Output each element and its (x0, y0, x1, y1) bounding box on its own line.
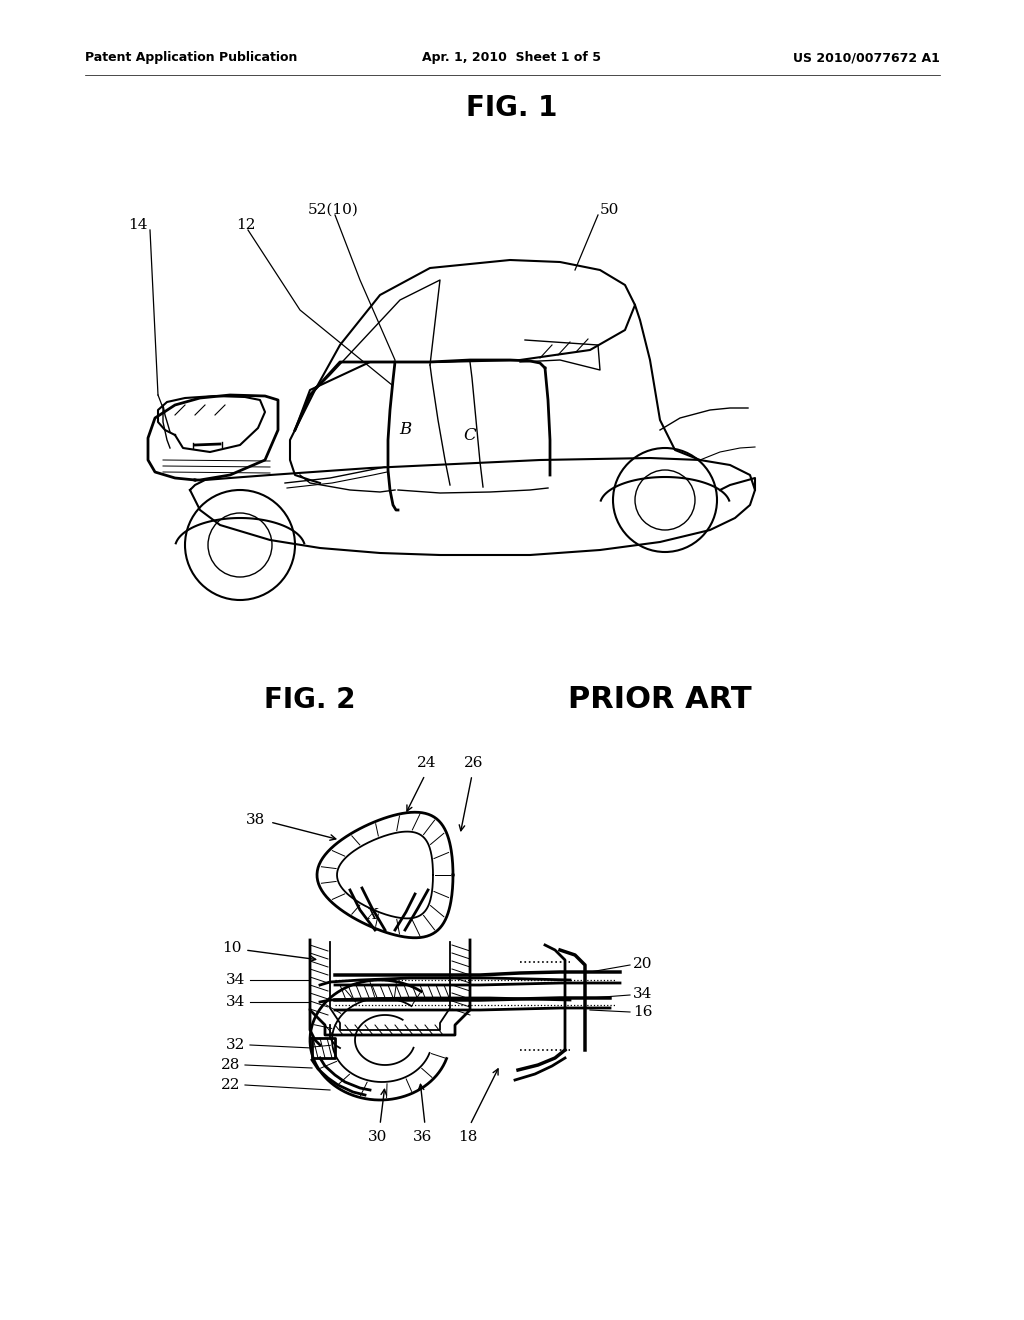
Text: PRIOR ART: PRIOR ART (568, 685, 752, 714)
Text: US 2010/0077672 A1: US 2010/0077672 A1 (794, 51, 940, 65)
Text: 28: 28 (220, 1059, 240, 1072)
Text: 26: 26 (464, 756, 483, 770)
Text: 18: 18 (459, 1130, 477, 1144)
Text: 34: 34 (225, 995, 245, 1008)
Text: 34: 34 (225, 973, 245, 987)
Text: 34: 34 (633, 987, 652, 1001)
Text: 10: 10 (222, 941, 242, 954)
Text: C: C (464, 426, 476, 444)
Text: 24: 24 (417, 756, 437, 770)
Text: X: X (367, 908, 378, 921)
Text: 20: 20 (633, 957, 652, 972)
Text: Apr. 1, 2010  Sheet 1 of 5: Apr. 1, 2010 Sheet 1 of 5 (423, 51, 601, 65)
Text: B: B (399, 421, 411, 438)
Text: 22: 22 (220, 1078, 240, 1092)
Text: FIG. 2: FIG. 2 (264, 686, 355, 714)
Text: 52(10): 52(10) (307, 203, 358, 216)
Text: 16: 16 (633, 1005, 652, 1019)
Text: 50: 50 (600, 203, 620, 216)
Text: 14: 14 (128, 218, 148, 232)
Text: Patent Application Publication: Patent Application Publication (85, 51, 297, 65)
Text: 12: 12 (237, 218, 256, 232)
Text: 36: 36 (414, 1130, 433, 1144)
Text: 38: 38 (246, 813, 265, 828)
Text: 30: 30 (369, 1130, 388, 1144)
Text: 32: 32 (225, 1038, 245, 1052)
Text: FIG. 1: FIG. 1 (466, 94, 558, 121)
